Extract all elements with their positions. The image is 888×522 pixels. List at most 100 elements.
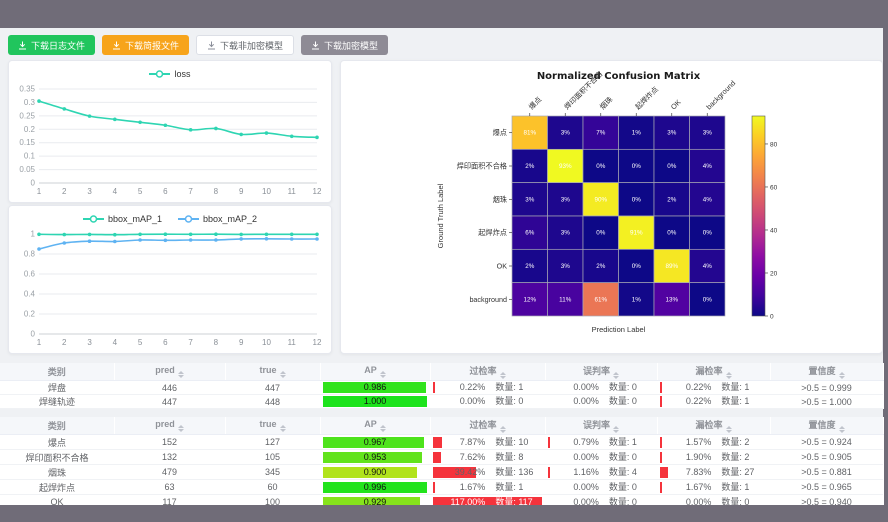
download-plain-model-button[interactable]: 下载非加密模型 (196, 35, 295, 55)
rate-cell: 7.87% 数量: 10 (430, 434, 545, 450)
category-cell: 起焊炸点 (0, 479, 114, 495)
ap-cell: 1.000 (320, 394, 430, 409)
svg-text:3%: 3% (561, 263, 571, 270)
legend-marker-icon (178, 215, 199, 223)
sort-caret-icon[interactable] (379, 425, 386, 432)
col-header-4[interactable]: 过检率 (430, 363, 546, 381)
svg-text:10: 10 (262, 338, 271, 347)
sort-caret-icon[interactable] (725, 426, 732, 433)
map-chart: 00.20.40.60.811 2 3 4 5 6 7 8 9 10 11 12 (24, 230, 322, 348)
ap-cell: 0.967 (320, 434, 430, 450)
rate-cell: 0.00% 数量: 0 (545, 449, 657, 465)
legend-label: loss (174, 69, 191, 79)
svg-text:81%: 81% (523, 130, 536, 137)
col-header-2[interactable]: true (225, 363, 321, 381)
svg-text:3: 3 (87, 187, 92, 196)
category-cell: 焊印面积不合格 (0, 449, 114, 465)
col-header-6[interactable]: 漏检率 (657, 363, 771, 381)
svg-text:0: 0 (770, 314, 774, 321)
svg-text:0%: 0% (667, 230, 677, 237)
svg-text:2: 2 (62, 187, 67, 196)
download-icon (207, 41, 216, 50)
sort-caret-icon[interactable] (279, 425, 286, 432)
svg-text:13%: 13% (665, 296, 678, 303)
col-header-6[interactable]: 漏检率 (657, 417, 771, 435)
col-header-4[interactable]: 过检率 (430, 417, 546, 435)
toolbar: 下载日志文件 下载简报文件 下载非加密模型 下载加密模型 (8, 35, 389, 55)
col-header-3[interactable]: AP (320, 363, 431, 381)
svg-text:7: 7 (188, 338, 193, 347)
svg-text:4: 4 (113, 187, 118, 196)
col-header-1[interactable]: pred (114, 363, 226, 381)
legend-item-loss[interactable]: loss (149, 69, 191, 79)
button-label: 下载简报文件 (125, 40, 180, 51)
svg-text:40: 40 (770, 227, 778, 234)
svg-text:起焊炸点: 起焊炸点 (633, 85, 660, 112)
svg-text:background: background (704, 78, 737, 111)
svg-text:0%: 0% (632, 163, 642, 170)
sort-caret-icon[interactable] (279, 371, 286, 378)
legend-marker-icon (149, 70, 171, 78)
sort-caret-icon[interactable] (499, 372, 506, 379)
legend-item-bbox_mAP_2[interactable]: bbox_mAP_2 (178, 214, 257, 224)
col-header-7[interactable]: 置信度 (770, 417, 884, 435)
metrics-tables: 类别 pred true AP 过检率 误判率 漏检率 置信度 焊盘 446 447 0.986 0.2… (0, 363, 884, 510)
svg-text:爆点: 爆点 (493, 128, 507, 137)
col-header-5[interactable]: 误判率 (545, 417, 658, 435)
svg-text:12%: 12% (523, 296, 536, 303)
rate-cell: 7.83% 数量: 27 (657, 464, 770, 480)
sort-caret-icon[interactable] (838, 426, 845, 433)
svg-text:80: 80 (770, 141, 778, 148)
table-row: 焊盘 446 447 0.986 0.22% 数量: 1 0.00% 数量: 0 0.22% 数量… (0, 380, 883, 395)
sort-caret-icon[interactable] (613, 372, 619, 379)
confidence-cell: >0.5 = 0.881 (770, 464, 883, 480)
svg-text:2%: 2% (667, 196, 677, 203)
sort-caret-icon[interactable] (838, 372, 845, 379)
true-cell: 105 (225, 449, 320, 465)
button-label: 下载加密模型 (324, 40, 379, 51)
svg-text:93%: 93% (559, 163, 572, 170)
download-encrypted-model-button[interactable]: 下载加密模型 (301, 35, 389, 55)
category-cell: 烟珠 (0, 464, 114, 480)
top-dark-band (0, 0, 888, 28)
col-header-2[interactable]: true (225, 417, 321, 435)
svg-text:12: 12 (313, 187, 322, 196)
legend-item-bbox_mAP_1[interactable]: bbox_mAP_1 (82, 214, 162, 224)
svg-text:3%: 3% (703, 130, 713, 137)
rate-cell: 0.22% 数量: 1 (657, 380, 770, 395)
col-header-0: 类别 (0, 417, 115, 435)
svg-text:1: 1 (37, 187, 42, 196)
svg-text:20: 20 (770, 270, 778, 277)
pred-cell: 132 (114, 449, 225, 465)
svg-text:91%: 91% (630, 230, 643, 237)
col-header-7[interactable]: 置信度 (770, 363, 884, 381)
sort-caret-icon[interactable] (379, 371, 386, 378)
true-cell: 448 (225, 394, 320, 409)
sort-caret-icon[interactable] (177, 425, 184, 432)
sort-caret-icon[interactable] (499, 426, 506, 433)
download-log-button[interactable]: 下载日志文件 (8, 35, 96, 55)
category-cell: 爆点 (0, 434, 114, 450)
col-header-5[interactable]: 误判率 (545, 363, 658, 381)
svg-text:0%: 0% (596, 230, 606, 237)
svg-text:2%: 2% (525, 163, 535, 170)
col-header-3[interactable]: AP (320, 417, 431, 435)
svg-text:2%: 2% (596, 263, 606, 270)
svg-text:1%: 1% (632, 130, 642, 137)
true-cell: 447 (225, 380, 320, 395)
sort-caret-icon[interactable] (177, 371, 184, 378)
svg-text:Prediction Label: Prediction Label (592, 325, 646, 334)
rate-cell: 1.67% 数量: 1 (430, 479, 545, 495)
true-cell: 127 (225, 434, 320, 450)
svg-text:1: 1 (31, 230, 36, 239)
ap-cell: 0.953 (320, 449, 430, 465)
svg-text:4%: 4% (703, 196, 713, 203)
svg-text:10: 10 (262, 187, 271, 196)
col-header-1[interactable]: pred (114, 417, 226, 435)
map-chart-card: bbox_mAP_1 bbox_mAP_2 0 0.2 0.4 0.6 0.8 1 1 2 3 4 5… (8, 205, 332, 354)
svg-text:61%: 61% (594, 296, 607, 303)
col-header-0: 类别 (0, 363, 115, 381)
sort-caret-icon[interactable] (725, 372, 732, 379)
sort-caret-icon[interactable] (613, 426, 619, 433)
download-report-button[interactable]: 下载简报文件 (102, 35, 190, 55)
